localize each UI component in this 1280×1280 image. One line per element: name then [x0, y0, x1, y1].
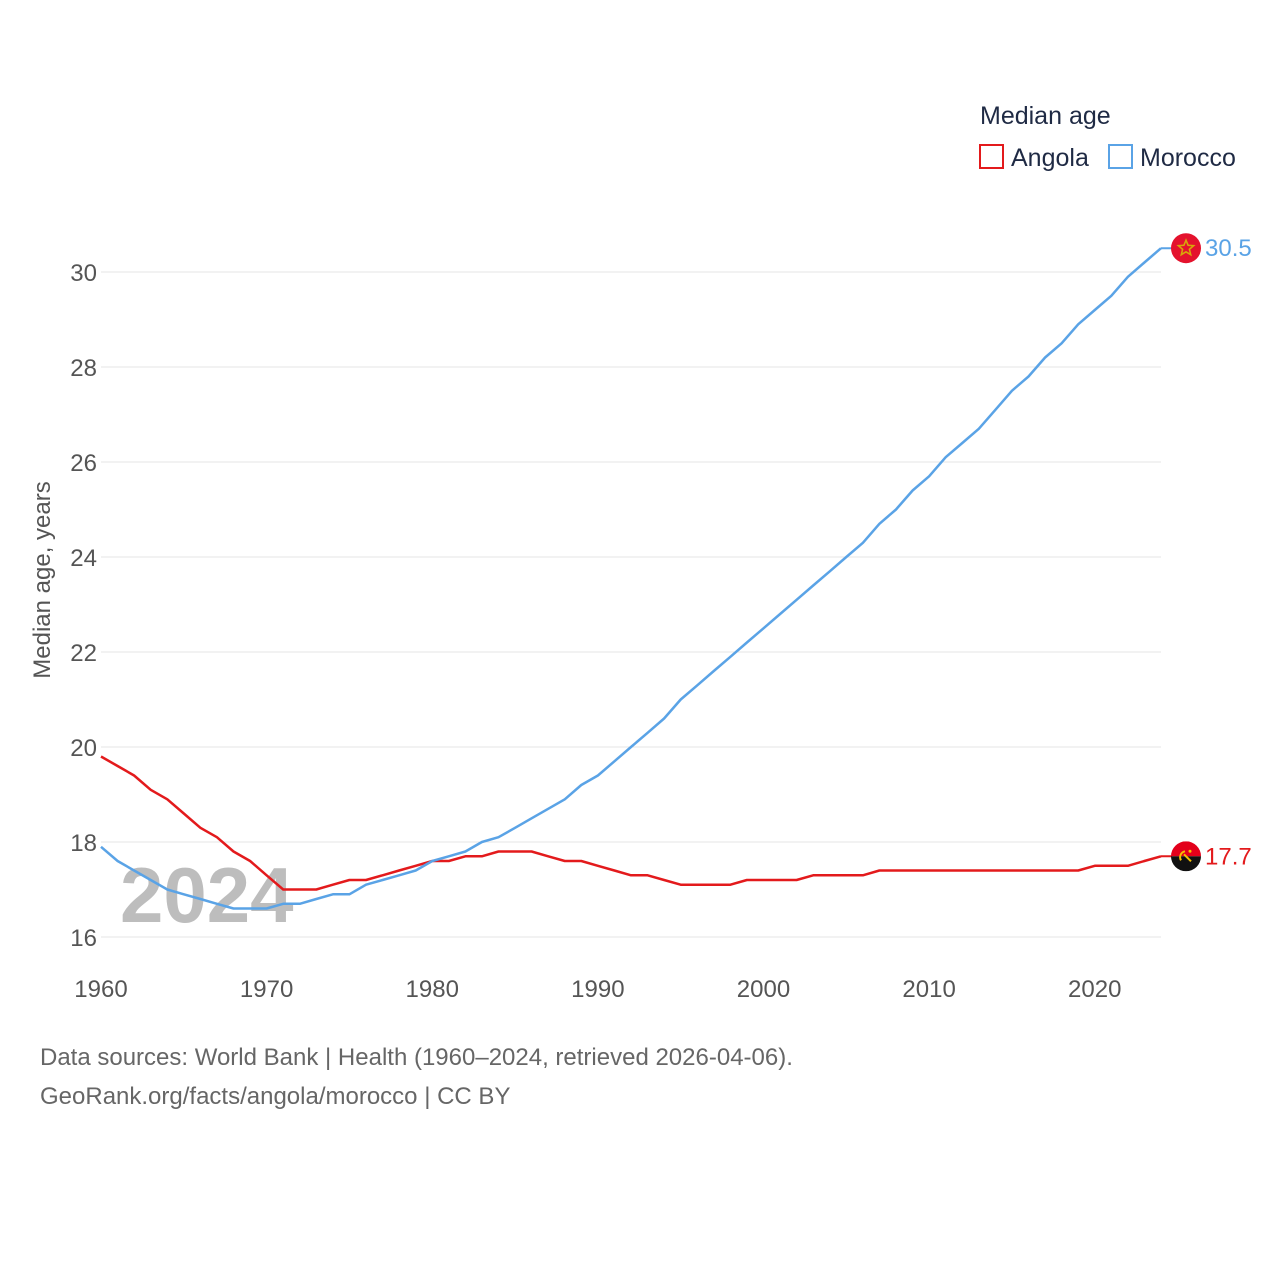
- data-source-note: Data sources: World Bank | Health (1960–…: [40, 1044, 793, 1071]
- y-tick-label: 30: [70, 260, 97, 287]
- legend-title: Median age: [980, 102, 1111, 130]
- x-tick-label: 1960: [74, 976, 127, 1003]
- x-axis-ticks: 1960 1970 1980 1990 2000 2010 2020: [74, 976, 1121, 1003]
- morocco-flag-icon: [1171, 233, 1201, 264]
- y-tick-label: 22: [70, 640, 97, 667]
- credit-link[interactable]: GeoRank.org/facts/angola/morocco | CC BY: [40, 1083, 511, 1110]
- legend-swatch-angola[interactable]: [979, 144, 1004, 169]
- legend-label-angola[interactable]: Angola: [1011, 144, 1089, 172]
- x-tick-label: 2000: [737, 976, 790, 1003]
- grid-lines: [101, 271, 1161, 938]
- legend-swatch-morocco[interactable]: [1108, 144, 1133, 169]
- x-tick-label: 1980: [406, 976, 459, 1003]
- y-tick-label: 16: [70, 925, 97, 952]
- angola-end-value: 17.7: [1205, 843, 1252, 870]
- y-tick-label: 28: [70, 355, 97, 382]
- series-line-morocco[interactable]: [100, 247, 1162, 910]
- y-axis-ticks: 16 18 20 22 24 26 28 30: [70, 260, 97, 952]
- y-tick-label: 24: [70, 545, 97, 572]
- x-tick-label: 2020: [1068, 976, 1121, 1003]
- angola-flag-icon: [1171, 841, 1201, 872]
- year-watermark: 2024: [120, 851, 294, 939]
- y-tick-label: 18: [70, 830, 97, 857]
- y-tick-label: 20: [70, 735, 97, 762]
- x-tick-label: 2010: [902, 976, 955, 1003]
- legend: Median age Angola Morocco: [979, 102, 1236, 172]
- y-tick-label: 26: [70, 450, 97, 477]
- series-lines: [100, 247, 1172, 910]
- legend-label-morocco[interactable]: Morocco: [1140, 144, 1236, 172]
- x-tick-label: 1990: [571, 976, 624, 1003]
- morocco-end-value: 30.5: [1205, 235, 1252, 262]
- x-tick-label: 1970: [240, 976, 293, 1003]
- series-line-angola[interactable]: [100, 755, 1162, 891]
- y-axis-title: Median age, years: [29, 481, 56, 678]
